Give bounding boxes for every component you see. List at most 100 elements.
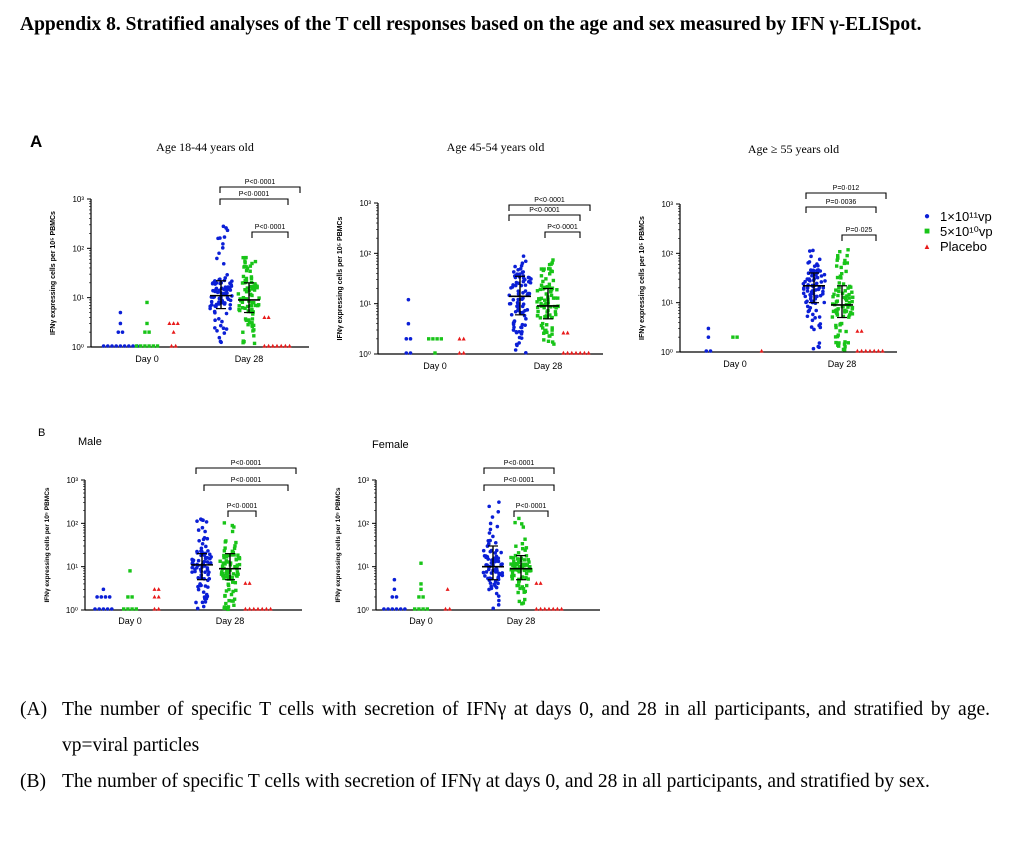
- x-tick-label: Day 28: [534, 361, 563, 371]
- chart-title: Age 18-44 years old: [156, 140, 254, 154]
- day0-point: [398, 607, 403, 611]
- day28-point: [805, 304, 810, 309]
- legend-item-low-dose: ■ 5×10¹⁰vp: [920, 224, 993, 239]
- p-value-label: P<0·0001: [504, 460, 535, 467]
- day28-point: [511, 297, 516, 302]
- day0-point: [156, 606, 161, 611]
- day0-point: [155, 344, 160, 348]
- day28-point: [248, 284, 253, 289]
- day28-point: [836, 256, 840, 260]
- day28-point: [844, 329, 848, 334]
- day28-point: [509, 286, 513, 290]
- day28-point: [213, 310, 217, 315]
- day28-point: [811, 346, 816, 351]
- caption-text: The number of specific T cells with secr…: [62, 699, 990, 756]
- day28-point: [497, 500, 501, 504]
- day28-point: [243, 288, 247, 292]
- day28-point: [233, 564, 237, 569]
- day28-point: [231, 572, 236, 576]
- day28-point: [520, 546, 525, 551]
- day28-point: [222, 555, 226, 560]
- day28-point: [225, 272, 229, 277]
- day28-point: [510, 571, 515, 575]
- day28-point: [224, 291, 228, 295]
- chart-panel: Age 18-44 years old 10⁰ 10¹ 10² 10³ IFNγ expr…: [50, 140, 309, 364]
- day28-point: [523, 283, 528, 287]
- day28-point: [528, 569, 532, 573]
- day28-point: [815, 275, 820, 280]
- day28-point: [204, 544, 208, 549]
- day28-point: [520, 522, 524, 526]
- day28-point: [208, 561, 213, 565]
- day28-point: [520, 329, 524, 334]
- day28-point: [509, 562, 513, 566]
- day28-point: [844, 269, 848, 274]
- day28-point: [517, 579, 521, 584]
- day28-point: [538, 287, 543, 292]
- day0-point: [704, 349, 709, 353]
- day28-point: [225, 571, 229, 576]
- day28-point: [228, 298, 233, 303]
- day28-point: [836, 307, 840, 311]
- day28-point: [813, 316, 817, 320]
- day28-point: [224, 575, 229, 579]
- day0-point: [101, 344, 106, 348]
- day28-point: [513, 553, 518, 558]
- day28-point: [241, 274, 246, 279]
- day28-point: [224, 589, 229, 593]
- day28-point: [806, 261, 810, 265]
- day28-point: [220, 571, 225, 576]
- day28-point: [227, 598, 231, 603]
- day28-point: [203, 570, 207, 574]
- p-value-label: P<0·0001: [547, 224, 578, 231]
- day28-point: [494, 554, 499, 559]
- day28-point: [547, 286, 552, 290]
- day28-point: [250, 317, 255, 321]
- caption-label: (B): [20, 771, 46, 792]
- day28-point: [868, 348, 872, 353]
- day0-point: [128, 569, 132, 573]
- day0-point: [169, 343, 174, 348]
- day28-point: [234, 573, 239, 578]
- day28-point: [834, 340, 838, 345]
- day0-point: [435, 337, 439, 341]
- day28-point: [815, 294, 819, 299]
- day0-point: [171, 321, 176, 326]
- day28-point: [243, 306, 247, 311]
- day28-point: [846, 341, 850, 345]
- day28-point: [859, 348, 864, 353]
- day28-point: [545, 301, 549, 306]
- day28-point: [220, 564, 225, 568]
- day28-point: [823, 279, 827, 283]
- day28-point: [220, 319, 224, 324]
- day28-point: [221, 326, 226, 331]
- day28-point: [238, 297, 242, 301]
- day28-point: [489, 561, 494, 565]
- day0-point: [404, 351, 409, 355]
- day28-point: [817, 315, 822, 319]
- day28-point: [201, 590, 206, 594]
- day0-point: [443, 606, 448, 611]
- day28-point: [805, 286, 810, 290]
- day28-point: [520, 261, 525, 266]
- day28-point: [524, 554, 529, 558]
- day28-point: [535, 289, 540, 293]
- day0-point: [103, 595, 108, 599]
- y-tick-label: 10¹: [359, 300, 371, 309]
- x-tick-label: Day 0: [723, 359, 747, 369]
- day28-point: [245, 304, 250, 309]
- day28-point: [245, 266, 250, 271]
- day28-point: [496, 603, 501, 607]
- day0-point: [152, 606, 157, 611]
- day28-point: [805, 314, 810, 319]
- day28-point: [561, 330, 566, 335]
- day28-point: [240, 306, 245, 310]
- significance-bracket: [483, 467, 555, 474]
- day28-point: [492, 582, 497, 587]
- day0-point: [457, 350, 462, 355]
- day28-point: [851, 295, 855, 299]
- significance-bracket: [805, 192, 887, 199]
- day28-point: [542, 606, 547, 611]
- day0-point: [419, 582, 423, 586]
- day28-point: [243, 606, 248, 611]
